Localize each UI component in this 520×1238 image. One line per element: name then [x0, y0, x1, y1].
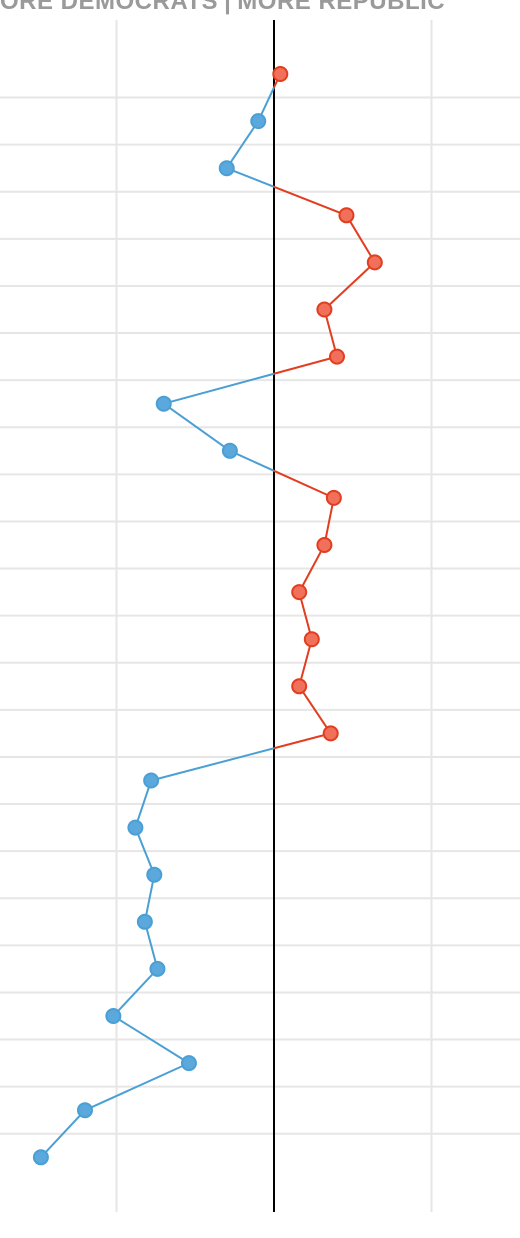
republican-margin-point — [330, 350, 344, 364]
democratic-margin-point — [144, 774, 158, 788]
republican-margin-point — [305, 632, 319, 646]
republican-margin-point — [327, 491, 341, 505]
republican-margin-point — [324, 726, 338, 740]
republican-margin-point — [292, 585, 306, 599]
republican-margin-point — [368, 255, 382, 269]
democratic-margin-point — [78, 1103, 92, 1117]
series-line-segment — [151, 748, 274, 780]
democratic-margin-point — [182, 1056, 196, 1070]
grid-layer — [0, 20, 520, 1212]
democratic-margin-point — [147, 868, 161, 882]
republican-margin-point — [317, 538, 331, 552]
democratic-margin-point — [150, 962, 164, 976]
democratic-margin-point — [223, 444, 237, 458]
democratic-margin-point — [220, 161, 234, 175]
series-line-segment — [274, 733, 331, 748]
series-line-segment — [274, 357, 337, 374]
republican-margin-point — [317, 303, 331, 317]
democratic-margin-point — [34, 1150, 48, 1164]
democratic-margin-point — [128, 821, 142, 835]
democratic-margin-point — [251, 114, 265, 128]
democratic-margin-point — [157, 397, 171, 411]
democratic-margin-point — [106, 1009, 120, 1023]
series-line-segment — [164, 374, 274, 404]
republican-margin-point — [292, 679, 306, 693]
republican-margin-point — [339, 208, 353, 222]
republican-margin-point — [273, 67, 287, 81]
democratic-margin-point — [138, 915, 152, 929]
